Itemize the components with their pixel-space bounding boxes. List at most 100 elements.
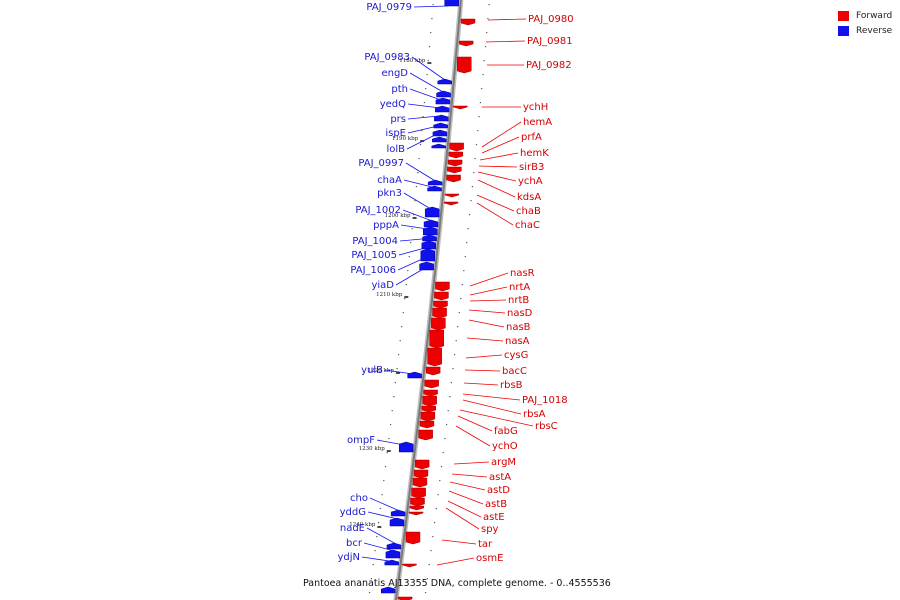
- reverse-gene-block[interactable]: [423, 219, 439, 228]
- forward-gene-label-nasd[interactable]: nasD: [507, 308, 533, 319]
- forward-gene-label-paj-0982[interactable]: PAJ_0982: [526, 60, 572, 71]
- forward-gene-block[interactable]: [435, 281, 450, 292]
- reverse-gene-label-bcr[interactable]: bcr: [346, 538, 363, 549]
- forward-gene-label-spy[interactable]: spy: [481, 524, 499, 535]
- forward-gene-label-nasr[interactable]: nasR: [510, 268, 535, 279]
- forward-gene-block[interactable]: [453, 105, 468, 110]
- reverse-gene-label-yiad[interactable]: yiaD: [371, 280, 394, 291]
- forward-gene-block[interactable]: [447, 159, 463, 167]
- forward-gene-block[interactable]: [427, 347, 442, 367]
- reverse-gene-label-paj-0997[interactable]: PAJ_0997: [358, 158, 404, 169]
- reverse-gene-label-paj-0979[interactable]: PAJ_0979: [366, 2, 412, 13]
- forward-gene-block[interactable]: [411, 487, 426, 499]
- legend-forward[interactable]: Forward: [838, 8, 892, 23]
- forward-gene-block[interactable]: [412, 477, 428, 488]
- forward-gene-block[interactable]: [418, 429, 433, 441]
- reverse-gene-label-pkn3[interactable]: pkn3: [377, 188, 402, 199]
- reverse-gene-label-cho[interactable]: cho: [350, 493, 368, 504]
- forward-gene-label-ycho[interactable]: ychO: [492, 441, 518, 452]
- forward-gene-block[interactable]: [458, 40, 474, 47]
- forward-gene-block[interactable]: [410, 497, 425, 507]
- forward-gene-block[interactable]: [449, 142, 464, 152]
- reverse-gene-block[interactable]: [444, 0, 459, 7]
- reverse-gene-block[interactable]: [433, 122, 448, 129]
- forward-gene-label-hema[interactable]: hemA: [523, 117, 552, 128]
- reverse-gene-block[interactable]: [420, 248, 436, 262]
- forward-gene-label-argm[interactable]: argM: [491, 457, 516, 468]
- forward-gene-label-bacc[interactable]: bacC: [502, 366, 527, 377]
- reverse-gene-block[interactable]: [432, 136, 447, 143]
- reverse-gene-block[interactable]: [419, 261, 434, 271]
- forward-gene-block[interactable]: [422, 395, 437, 407]
- reverse-gene-label-paj-1004[interactable]: PAJ_1004: [352, 236, 398, 247]
- reverse-gene-label-pppa[interactable]: pppA: [373, 220, 399, 231]
- reverse-gene-label-pth[interactable]: pth: [391, 84, 408, 95]
- reverse-gene-label-lolb[interactable]: lolB: [386, 144, 405, 155]
- forward-gene-block[interactable]: [405, 531, 421, 545]
- forward-gene-block[interactable]: [419, 420, 435, 429]
- forward-gene-label-hemk[interactable]: hemK: [520, 148, 549, 159]
- forward-gene-block[interactable]: [413, 469, 429, 479]
- forward-gene-label-fabg[interactable]: fabG: [494, 426, 518, 437]
- reverse-gene-label-ompf[interactable]: ompF: [347, 435, 375, 446]
- reverse-gene-label-paj-1005[interactable]: PAJ_1005: [351, 250, 397, 261]
- forward-gene-label-nasa[interactable]: nasA: [505, 336, 530, 347]
- forward-gene-label-asta[interactable]: astA: [489, 472, 511, 483]
- forward-gene-block[interactable]: [447, 166, 462, 174]
- reverse-gene-block[interactable]: [385, 549, 401, 559]
- forward-gene-block[interactable]: [460, 18, 476, 26]
- forward-gene-label-kdsa[interactable]: kdsA: [517, 192, 541, 203]
- reverse-gene-block[interactable]: [390, 509, 406, 517]
- forward-gene-label-ychh[interactable]: ychH: [523, 102, 548, 113]
- forward-gene-label-paj-1018[interactable]: PAJ_1018: [522, 395, 568, 406]
- reverse-gene-block[interactable]: [423, 226, 438, 236]
- forward-gene-label-astd[interactable]: astD: [487, 485, 510, 496]
- forward-gene-label-nrtb[interactable]: nrtB: [508, 295, 529, 306]
- forward-gene-label-osme[interactable]: osmE: [476, 553, 503, 564]
- forward-gene-block[interactable]: [414, 459, 430, 470]
- forward-gene-label-sirb3[interactable]: sirB3: [519, 162, 544, 173]
- reverse-gene-label-paj-0983[interactable]: PAJ_0983: [364, 52, 410, 63]
- forward-gene-block[interactable]: [421, 405, 436, 413]
- forward-gene-block[interactable]: [425, 366, 441, 376]
- forward-gene-label-chac[interactable]: chaC: [515, 220, 540, 231]
- reverse-gene-block[interactable]: [424, 206, 440, 218]
- reverse-gene-label-engd[interactable]: engD: [381, 68, 408, 79]
- reverse-gene-label-yddg[interactable]: yddG: [340, 507, 366, 518]
- forward-gene-label-aste[interactable]: astE: [483, 512, 505, 523]
- forward-gene-block[interactable]: [444, 193, 460, 198]
- reverse-gene-block[interactable]: [398, 441, 414, 453]
- reverse-gene-label-ydjn[interactable]: ydjN: [337, 552, 360, 563]
- forward-gene-block[interactable]: [433, 300, 448, 309]
- reverse-gene-block[interactable]: [434, 105, 450, 113]
- reverse-gene-block[interactable]: [431, 143, 446, 149]
- reverse-gene-label-chaa[interactable]: chaA: [377, 175, 402, 186]
- forward-gene-label-rbsb[interactable]: rbsB: [500, 380, 523, 391]
- reverse-gene-label-yedq[interactable]: yedQ: [380, 99, 406, 110]
- forward-gene-block[interactable]: [432, 307, 447, 319]
- reverse-gene-block[interactable]: [380, 586, 396, 594]
- forward-gene-label-rbsc[interactable]: rbsC: [535, 421, 558, 432]
- forward-gene-block[interactable]: [443, 201, 459, 206]
- forward-gene-block[interactable]: [420, 411, 436, 422]
- forward-gene-label-chab[interactable]: chaB: [516, 206, 541, 217]
- forward-gene-label-ycha[interactable]: ychA: [518, 176, 543, 187]
- forward-gene-label-prfa[interactable]: prfA: [521, 132, 542, 143]
- forward-gene-label-tar[interactable]: tar: [478, 539, 493, 550]
- legend-reverse[interactable]: Reverse: [838, 23, 892, 38]
- forward-gene-block[interactable]: [402, 563, 417, 568]
- reverse-gene-block[interactable]: [427, 185, 442, 192]
- forward-gene-block[interactable]: [446, 174, 461, 183]
- forward-gene-label-nasb[interactable]: nasB: [506, 322, 531, 333]
- forward-gene-block[interactable]: [397, 596, 413, 600]
- reverse-gene-block[interactable]: [386, 542, 402, 550]
- forward-gene-label-paj-0981[interactable]: PAJ_0981: [527, 36, 573, 47]
- reverse-gene-label-ispe[interactable]: ispE: [385, 128, 406, 139]
- forward-gene-block[interactable]: [423, 389, 438, 397]
- reverse-gene-block[interactable]: [436, 90, 451, 98]
- reverse-gene-label-prs[interactable]: prs: [390, 114, 406, 125]
- forward-gene-label-cysg[interactable]: cysG: [504, 350, 528, 361]
- forward-gene-label-rbsa[interactable]: rbsA: [523, 409, 546, 420]
- forward-gene-label-paj-0980[interactable]: PAJ_0980: [528, 14, 574, 25]
- forward-gene-block[interactable]: [429, 329, 444, 349]
